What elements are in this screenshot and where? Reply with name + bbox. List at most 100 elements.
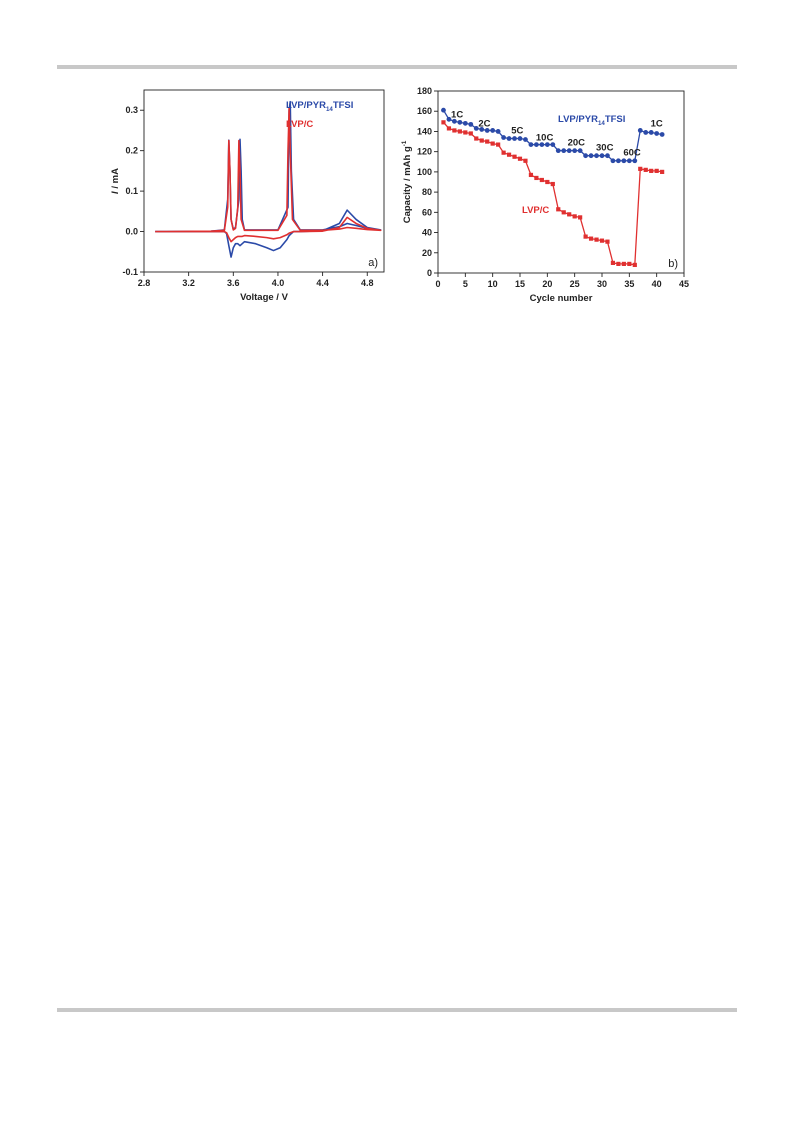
legend-entry: LVP/PYR14TFSI [286, 100, 353, 113]
x-tick-label: 0 [435, 279, 440, 289]
data-point [561, 148, 567, 154]
y-tick-label: 20 [422, 248, 432, 258]
data-point [534, 175, 539, 181]
data-point [490, 128, 496, 133]
data-point [649, 168, 654, 173]
x-tick-label: 3.6 [227, 278, 240, 288]
legend-entry: LVP/PYR14TFSI [558, 114, 625, 127]
data-point [539, 142, 545, 147]
data-point [512, 136, 517, 141]
top-divider [57, 65, 737, 69]
y-tick-label: 40 [422, 228, 432, 238]
data-point [654, 131, 660, 136]
data-point [485, 139, 490, 144]
data-point [512, 154, 517, 159]
data-point [550, 142, 556, 147]
data-point [501, 135, 506, 140]
panel-label: b) [668, 258, 678, 270]
x-axis-label: Voltage / V [240, 292, 289, 303]
series-line-lvp-c [155, 107, 382, 243]
y-tick-label: 0.3 [125, 105, 138, 115]
plot-frame [437, 90, 685, 274]
x-tick-label: 30 [597, 279, 607, 289]
x-tick-label: 45 [679, 279, 689, 289]
data-point [479, 138, 484, 143]
rate-annotation: 30C [596, 143, 614, 154]
rate-annotation: 10C [536, 133, 554, 144]
data-point [545, 179, 550, 185]
x-tick-label: 20 [542, 279, 552, 289]
y-tick-label: 140 [417, 126, 432, 136]
data-point [616, 158, 621, 164]
data-point [583, 234, 588, 239]
data-point [474, 136, 479, 141]
data-point [446, 126, 452, 131]
bottom-divider [57, 1008, 737, 1012]
data-point [654, 168, 659, 173]
data-point [473, 126, 479, 131]
y-axis-label: Capacity / mAh g-1 [401, 140, 413, 223]
data-point [484, 128, 490, 133]
data-point [517, 136, 523, 141]
rate-annotation: 20C [568, 138, 586, 149]
chart-panel-b: 0 5 10 15 20 25 30 35 40 45 0 20 40 60 80 100 120 140 160 1… [401, 86, 689, 304]
data-point [610, 260, 616, 265]
y-tick-label: 80 [422, 187, 432, 197]
y-tick-label: 0 [427, 268, 432, 278]
legend-entry: LVP/C [286, 119, 313, 130]
data-point [660, 169, 665, 174]
data-point [457, 119, 463, 125]
y-tick-label: 120 [417, 147, 432, 157]
data-point [506, 136, 512, 141]
data-point [626, 158, 632, 164]
data-point [627, 261, 632, 266]
data-point [632, 262, 637, 268]
data-point [561, 210, 566, 215]
data-point [637, 128, 643, 133]
data-point [588, 153, 594, 159]
data-point [577, 148, 583, 154]
data-point [556, 207, 561, 212]
data-point [610, 158, 616, 164]
data-point [578, 215, 583, 220]
x-tick-label: 2.8 [138, 278, 151, 288]
rate-annotation: 2C [478, 118, 490, 129]
data-point [605, 239, 610, 244]
data-point [506, 152, 512, 157]
data-point [523, 137, 528, 142]
data-point [572, 214, 577, 219]
data-point [594, 237, 599, 242]
y-tick-label: 60 [422, 207, 432, 217]
rate-annotation: 1C [651, 118, 663, 129]
x-tick-label: 10 [488, 279, 498, 289]
data-point [523, 158, 528, 163]
data-point [462, 120, 468, 126]
data-point [632, 158, 638, 164]
x-tick-label: 4.8 [361, 278, 374, 288]
data-point [495, 129, 501, 134]
y-tick-label: 180 [417, 86, 432, 96]
y-tick-label: 0.2 [125, 146, 138, 156]
x-tick-label: 15 [515, 279, 525, 289]
x-tick-label: 5 [463, 279, 468, 289]
data-point [594, 153, 599, 159]
y-tick-label: 160 [417, 106, 432, 116]
data-point [616, 261, 621, 266]
data-point [534, 142, 539, 147]
series-line-lvp-pyr14tfsi [155, 100, 382, 258]
x-axis-label: Cycle number [530, 293, 593, 304]
y-tick-label: 0.1 [125, 186, 138, 196]
data-point [643, 167, 648, 172]
data-point [605, 153, 610, 159]
data-point [599, 238, 605, 243]
legend-entry: LVP/C [522, 205, 549, 216]
data-point [638, 166, 643, 171]
y-tick-label: -0.1 [122, 267, 138, 277]
data-point [643, 130, 649, 135]
y-axis-label: I / mA [110, 168, 121, 194]
data-point [550, 181, 555, 187]
data-point [463, 130, 468, 135]
plot-frame [143, 89, 385, 273]
data-point [555, 148, 561, 154]
